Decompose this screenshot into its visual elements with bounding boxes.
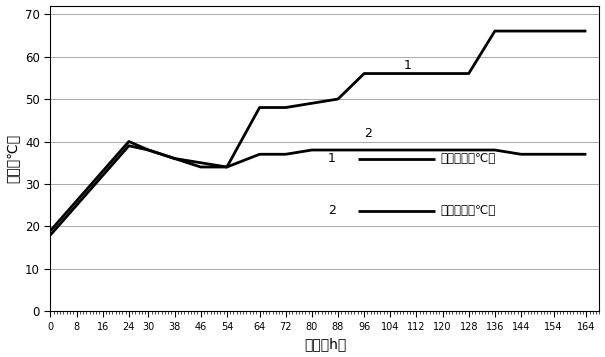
Y-axis label: 温度（℃）: 温度（℃）	[5, 134, 19, 183]
Text: 湿球温度（℃）: 湿球温度（℃）	[440, 204, 495, 217]
Text: 1: 1	[328, 152, 336, 165]
Text: 2: 2	[328, 204, 336, 217]
Text: 2: 2	[364, 126, 372, 140]
Text: 干球温度（℃）: 干球温度（℃）	[440, 152, 495, 165]
X-axis label: 时间（h）: 时间（h）	[304, 337, 346, 351]
Text: 1: 1	[404, 59, 411, 71]
